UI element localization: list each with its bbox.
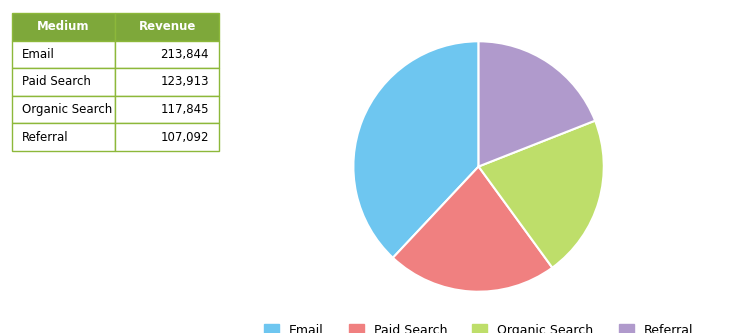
Wedge shape xyxy=(353,41,479,258)
Wedge shape xyxy=(479,121,604,268)
Wedge shape xyxy=(479,41,595,166)
Legend: Email, Paid Search, Organic Search, Referral: Email, Paid Search, Organic Search, Refe… xyxy=(260,319,698,333)
Wedge shape xyxy=(393,166,553,292)
